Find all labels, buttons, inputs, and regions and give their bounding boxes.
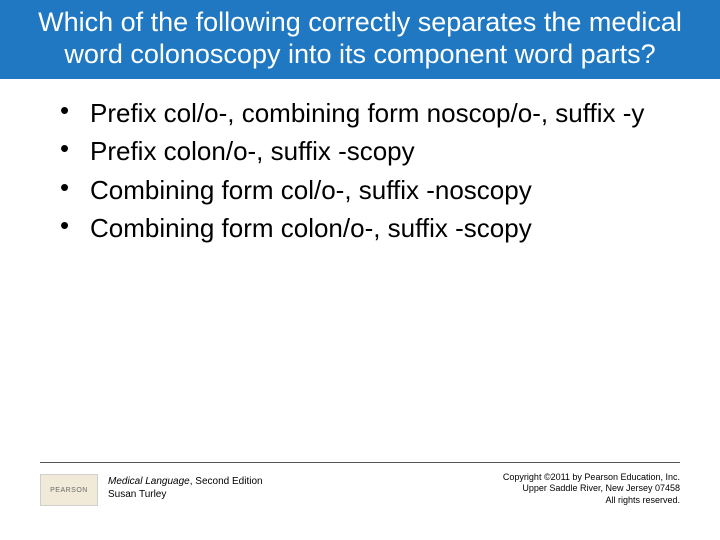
book-info: Medical Language, Second Edition Susan T…	[108, 476, 263, 501]
bullet-text: Prefix col/o-, combining form noscop/o-,…	[90, 97, 680, 130]
bullet-list: Prefix col/o-, combining form noscop/o-,…	[60, 97, 680, 245]
book-author: Susan Turley	[108, 489, 263, 502]
publisher-logo-text: PEARSON	[50, 487, 88, 494]
copyright-line: Copyright ©2011 by Pearson Education, In…	[503, 472, 680, 483]
book-line1: Medical Language, Second Edition	[108, 476, 263, 489]
bullet-text: Combining form colon/o-, suffix -scopy	[90, 212, 680, 245]
list-item: Prefix col/o-, combining form noscop/o-,…	[60, 97, 680, 130]
copyright: Copyright ©2011 by Pearson Education, In…	[503, 472, 680, 506]
copyright-line: Upper Saddle River, New Jersey 07458	[503, 483, 680, 494]
list-item: Combining form col/o-, suffix -noscopy	[60, 174, 680, 207]
publisher-logo: PEARSON	[40, 474, 98, 506]
slide-title: Which of the following correctly separat…	[10, 6, 710, 71]
title-bar: Which of the following correctly separat…	[0, 0, 720, 79]
copyright-line: All rights reserved.	[503, 495, 680, 506]
bullet-text: Prefix colon/o-, suffix -scopy	[90, 135, 680, 168]
book-title: Medical Language	[108, 476, 190, 487]
list-item: Combining form colon/o-, suffix -scopy	[60, 212, 680, 245]
footer: PEARSON Medical Language, Second Edition…	[0, 462, 720, 522]
footer-rule	[40, 462, 680, 463]
slide: Which of the following correctly separat…	[0, 0, 720, 540]
bullet-text: Combining form col/o-, suffix -noscopy	[90, 174, 680, 207]
list-item: Prefix colon/o-, suffix -scopy	[60, 135, 680, 168]
book-edition: , Second Edition	[190, 476, 263, 487]
